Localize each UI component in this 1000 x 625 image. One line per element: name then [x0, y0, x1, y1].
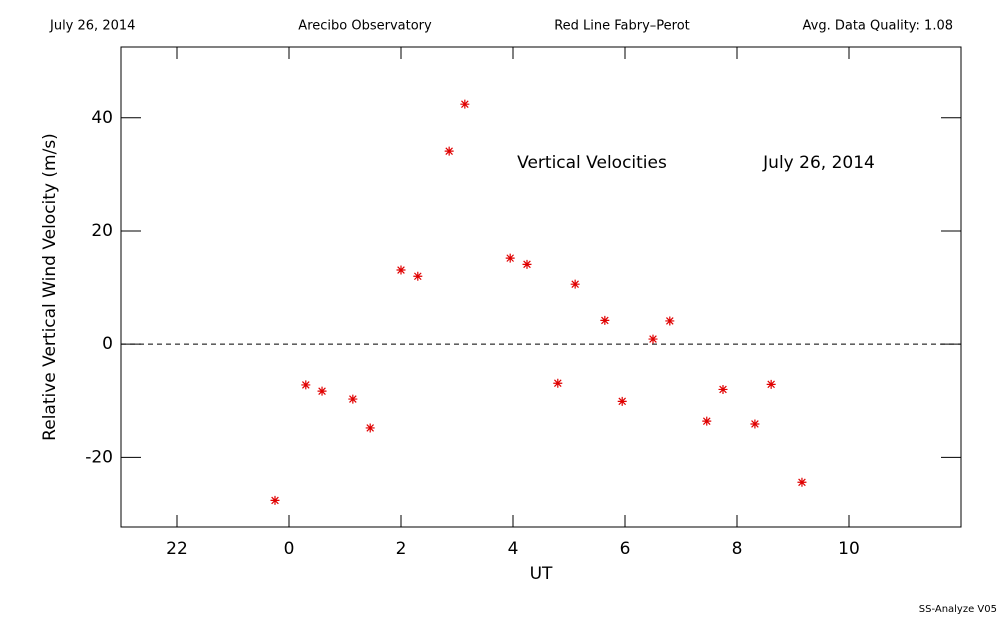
- point: [460, 99, 470, 109]
- y-tick-label: 40: [91, 108, 113, 128]
- point-marker: [600, 315, 610, 325]
- point-marker: [413, 271, 423, 281]
- point-marker: [553, 378, 563, 388]
- point: [648, 334, 658, 344]
- x-tick-label: 2: [396, 539, 407, 559]
- point-marker: [270, 495, 280, 505]
- y-axis-label: Relative Vertical Wind Velocity (m/s): [40, 133, 60, 441]
- plot-frame: [120, 46, 962, 528]
- header-instrument: Red Line Fabry–Perot: [554, 19, 690, 34]
- point: [702, 416, 712, 426]
- point: [617, 396, 627, 406]
- annotation: Vertical Velocities: [517, 153, 667, 173]
- point-marker: [648, 334, 658, 344]
- point-marker: [348, 394, 358, 404]
- point: [348, 394, 358, 404]
- x-tick-label: 10: [838, 539, 860, 559]
- point-marker: [522, 259, 532, 269]
- header-date: July 26, 2014: [49, 19, 135, 34]
- point-marker: [617, 396, 627, 406]
- point: [505, 253, 515, 263]
- point-marker: [444, 146, 454, 156]
- x-tick-label: 0: [284, 539, 295, 559]
- point: [413, 271, 423, 281]
- header-quality: Avg. Data Quality: 1.08: [803, 19, 953, 34]
- x-axis-label: UT: [530, 564, 553, 584]
- header-site: Arecibo Observatory: [298, 19, 432, 34]
- x-tick-label: 8: [732, 539, 743, 559]
- point-marker: [301, 380, 311, 390]
- point-marker: [365, 423, 375, 433]
- point: [444, 146, 454, 156]
- point-marker: [396, 265, 406, 275]
- point: [665, 316, 675, 326]
- point: [301, 380, 311, 390]
- y-tick-label: 20: [91, 221, 113, 241]
- point-marker: [750, 419, 760, 429]
- y-tick-label: 0: [102, 334, 113, 354]
- point: [317, 386, 327, 396]
- x-tick-label: 6: [620, 539, 631, 559]
- point-marker: [505, 253, 515, 263]
- point-marker: [570, 279, 580, 289]
- point-marker: [665, 316, 675, 326]
- point-marker: [702, 416, 712, 426]
- point-marker: [718, 384, 728, 394]
- point: [365, 423, 375, 433]
- point-marker: [460, 99, 470, 109]
- point: [270, 495, 280, 505]
- point: [797, 477, 807, 487]
- point-marker: [797, 477, 807, 487]
- annotation: July 26, 2014: [762, 153, 875, 173]
- point: [600, 315, 610, 325]
- point-marker: [317, 386, 327, 396]
- point: [750, 419, 760, 429]
- point: [766, 379, 776, 389]
- y-tick-label: -20: [85, 447, 113, 467]
- footer: SS-Analyze V05: [919, 604, 997, 615]
- point: [396, 265, 406, 275]
- point-marker: [766, 379, 776, 389]
- point: [718, 384, 728, 394]
- point: [570, 279, 580, 289]
- x-tick-label: 4: [508, 539, 519, 559]
- point: [553, 378, 563, 388]
- x-tick-label: 22: [166, 539, 188, 559]
- point: [522, 259, 532, 269]
